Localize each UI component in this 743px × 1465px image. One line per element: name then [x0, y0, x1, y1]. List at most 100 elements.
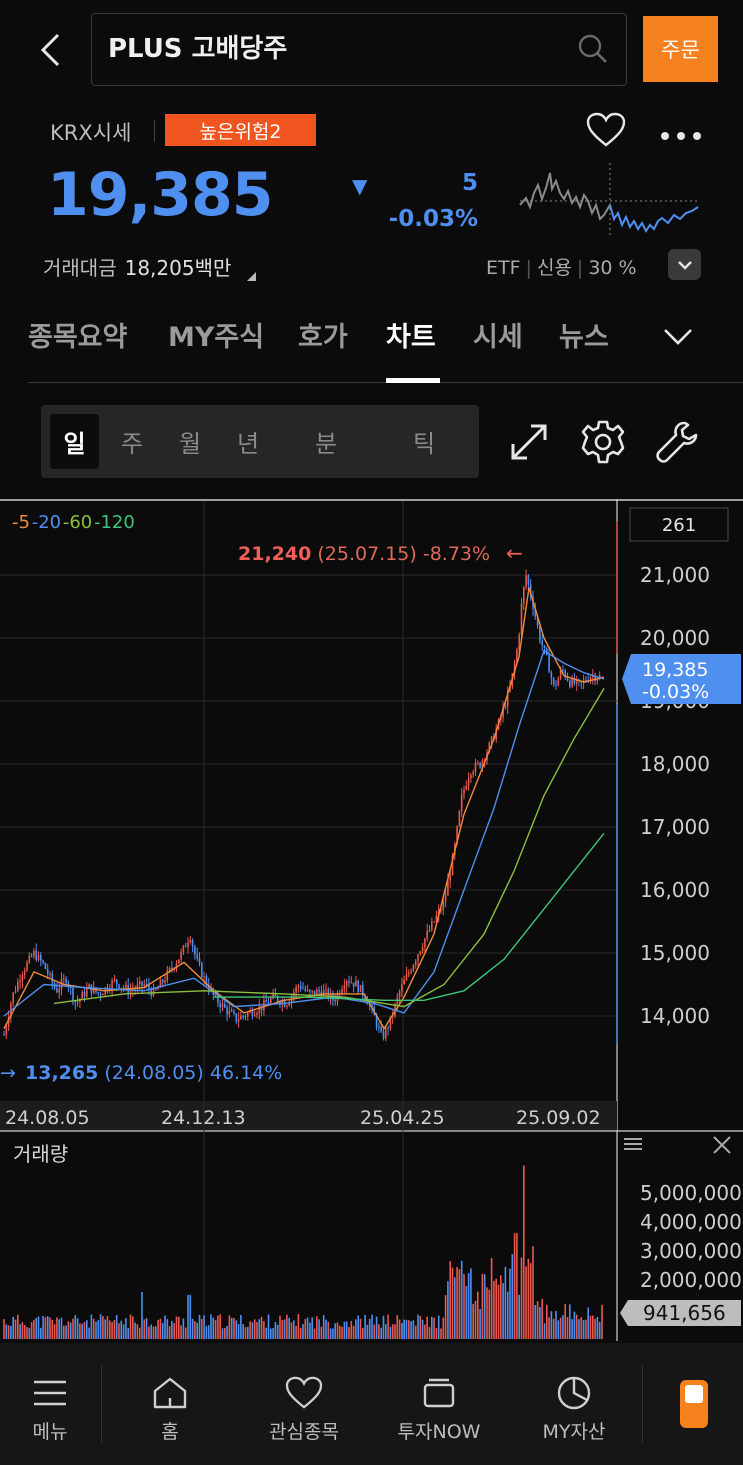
volume-menu-icon[interactable]	[624, 1138, 642, 1150]
volume-bar	[316, 1316, 318, 1339]
period-day[interactable]: 일	[50, 414, 99, 469]
volume-bar	[129, 1314, 132, 1339]
tab-orderbook[interactable]: 호가	[298, 322, 348, 353]
period-minute[interactable]: 분	[314, 430, 338, 458]
volume-bar	[309, 1322, 311, 1339]
volume-bar	[106, 1316, 109, 1339]
volume-bar	[357, 1315, 359, 1339]
ma-legend[interactable]: -5 -20 -60 -120	[12, 512, 135, 533]
nav-invest-now[interactable]: 투자NOW	[386, 1343, 492, 1465]
tab-summary[interactable]: 종목요약	[28, 322, 128, 353]
candle-body	[76, 1001, 79, 1003]
order-button[interactable]: 주문	[643, 16, 718, 82]
volume-bar	[472, 1303, 474, 1339]
volume-bar	[479, 1308, 481, 1339]
chart-settings-button[interactable]	[578, 418, 628, 466]
volume-bar	[334, 1323, 336, 1339]
more-options-button[interactable]	[660, 126, 702, 145]
volume-bar	[178, 1316, 180, 1339]
nav-my-assets[interactable]: MY자산	[530, 1343, 618, 1465]
volume-bar	[279, 1315, 281, 1339]
volume-bar	[447, 1281, 449, 1339]
candle-body	[529, 584, 532, 597]
candle-body	[589, 677, 592, 682]
volume-bar	[350, 1320, 353, 1339]
candle-chart[interactable]: -5 -20 -60 -120 261 21,240 (25.07.15) -8…	[0, 499, 743, 1341]
tab-quotes[interactable]: 시세	[473, 322, 523, 353]
candle-body	[274, 993, 277, 997]
candle-count: 261	[662, 515, 696, 536]
volume-bar	[72, 1318, 74, 1339]
intraday-mini-chart[interactable]	[518, 163, 703, 238]
meta-margin: 30 %	[588, 257, 637, 279]
phone-app-icon	[680, 1380, 708, 1428]
candle-body	[306, 989, 309, 991]
volume-bar	[46, 1316, 49, 1339]
candle-body	[449, 875, 451, 881]
tab-chart[interactable]: 차트	[386, 322, 436, 353]
volume-bar	[483, 1274, 486, 1339]
tab-my-stock[interactable]: MY주식	[168, 322, 265, 353]
volume-bar	[10, 1325, 12, 1339]
volume-close-icon[interactable]	[713, 1136, 731, 1154]
volume-bar	[295, 1325, 297, 1339]
price-chart-panel[interactable]: -5 -20 -60 -120 261 21,240 (25.07.15) -8…	[0, 499, 743, 1341]
volume-bar	[532, 1246, 534, 1339]
nav-menu[interactable]: 메뉴	[20, 1343, 80, 1465]
volume-bar	[17, 1314, 19, 1339]
volume-bar	[44, 1317, 47, 1339]
nav-home[interactable]: 홈	[130, 1343, 210, 1465]
chart-tools-button[interactable]	[652, 418, 702, 466]
volume-bar	[134, 1322, 136, 1339]
candle-body	[184, 945, 187, 947]
candle-body	[299, 985, 302, 989]
volume-bar	[408, 1320, 410, 1339]
volume-bar	[115, 1315, 118, 1339]
candle-body	[19, 981, 21, 983]
candle-body	[205, 976, 208, 985]
volume-bar	[56, 1317, 58, 1339]
period-week[interactable]: 주	[120, 430, 144, 458]
nav-watchlist[interactable]: 관심종목	[254, 1343, 354, 1465]
candle-body	[488, 742, 491, 753]
volume-bar	[109, 1320, 111, 1339]
volume-bar	[343, 1321, 346, 1339]
back-button[interactable]	[30, 28, 70, 72]
candle-body	[120, 987, 123, 989]
favorite-button[interactable]	[586, 112, 626, 152]
candle-body	[343, 986, 346, 990]
volume-bar	[173, 1323, 175, 1339]
volume-bar	[224, 1327, 226, 1339]
candle-body	[355, 980, 357, 987]
nav-app-switch[interactable]	[668, 1343, 720, 1465]
candle-body	[546, 647, 548, 655]
period-tick[interactable]: 틱	[412, 430, 436, 458]
tabs-expand-icon[interactable]	[662, 327, 694, 347]
volume-bar	[219, 1314, 221, 1339]
volume-bar	[274, 1321, 277, 1339]
candle-body	[21, 974, 24, 982]
tab-news[interactable]: 뉴스	[559, 322, 609, 353]
expand-info-button[interactable]	[668, 249, 701, 280]
volume-bar	[463, 1274, 465, 1339]
candle-body	[207, 984, 210, 991]
candle-body	[573, 678, 576, 684]
candle-body	[166, 970, 169, 981]
volume-bar	[527, 1258, 530, 1339]
candle-body	[203, 976, 205, 978]
period-year[interactable]: 년	[236, 430, 260, 458]
risk-badge[interactable]: 높은위험2	[165, 114, 316, 146]
candle-body	[559, 670, 562, 679]
volume-bar	[242, 1324, 244, 1339]
search-field[interactable]: PLUS 고배당주	[91, 13, 627, 86]
period-month[interactable]: 월	[178, 430, 202, 458]
fullscreen-button[interactable]	[504, 418, 554, 466]
candle-body	[585, 680, 587, 682]
volume-bar	[398, 1319, 401, 1339]
volume-bar	[90, 1314, 93, 1339]
candle-body	[477, 762, 479, 764]
volume-bar	[592, 1315, 594, 1339]
search-icon[interactable]	[578, 34, 608, 64]
candle-body	[575, 679, 578, 684]
candle-body	[401, 984, 403, 992]
